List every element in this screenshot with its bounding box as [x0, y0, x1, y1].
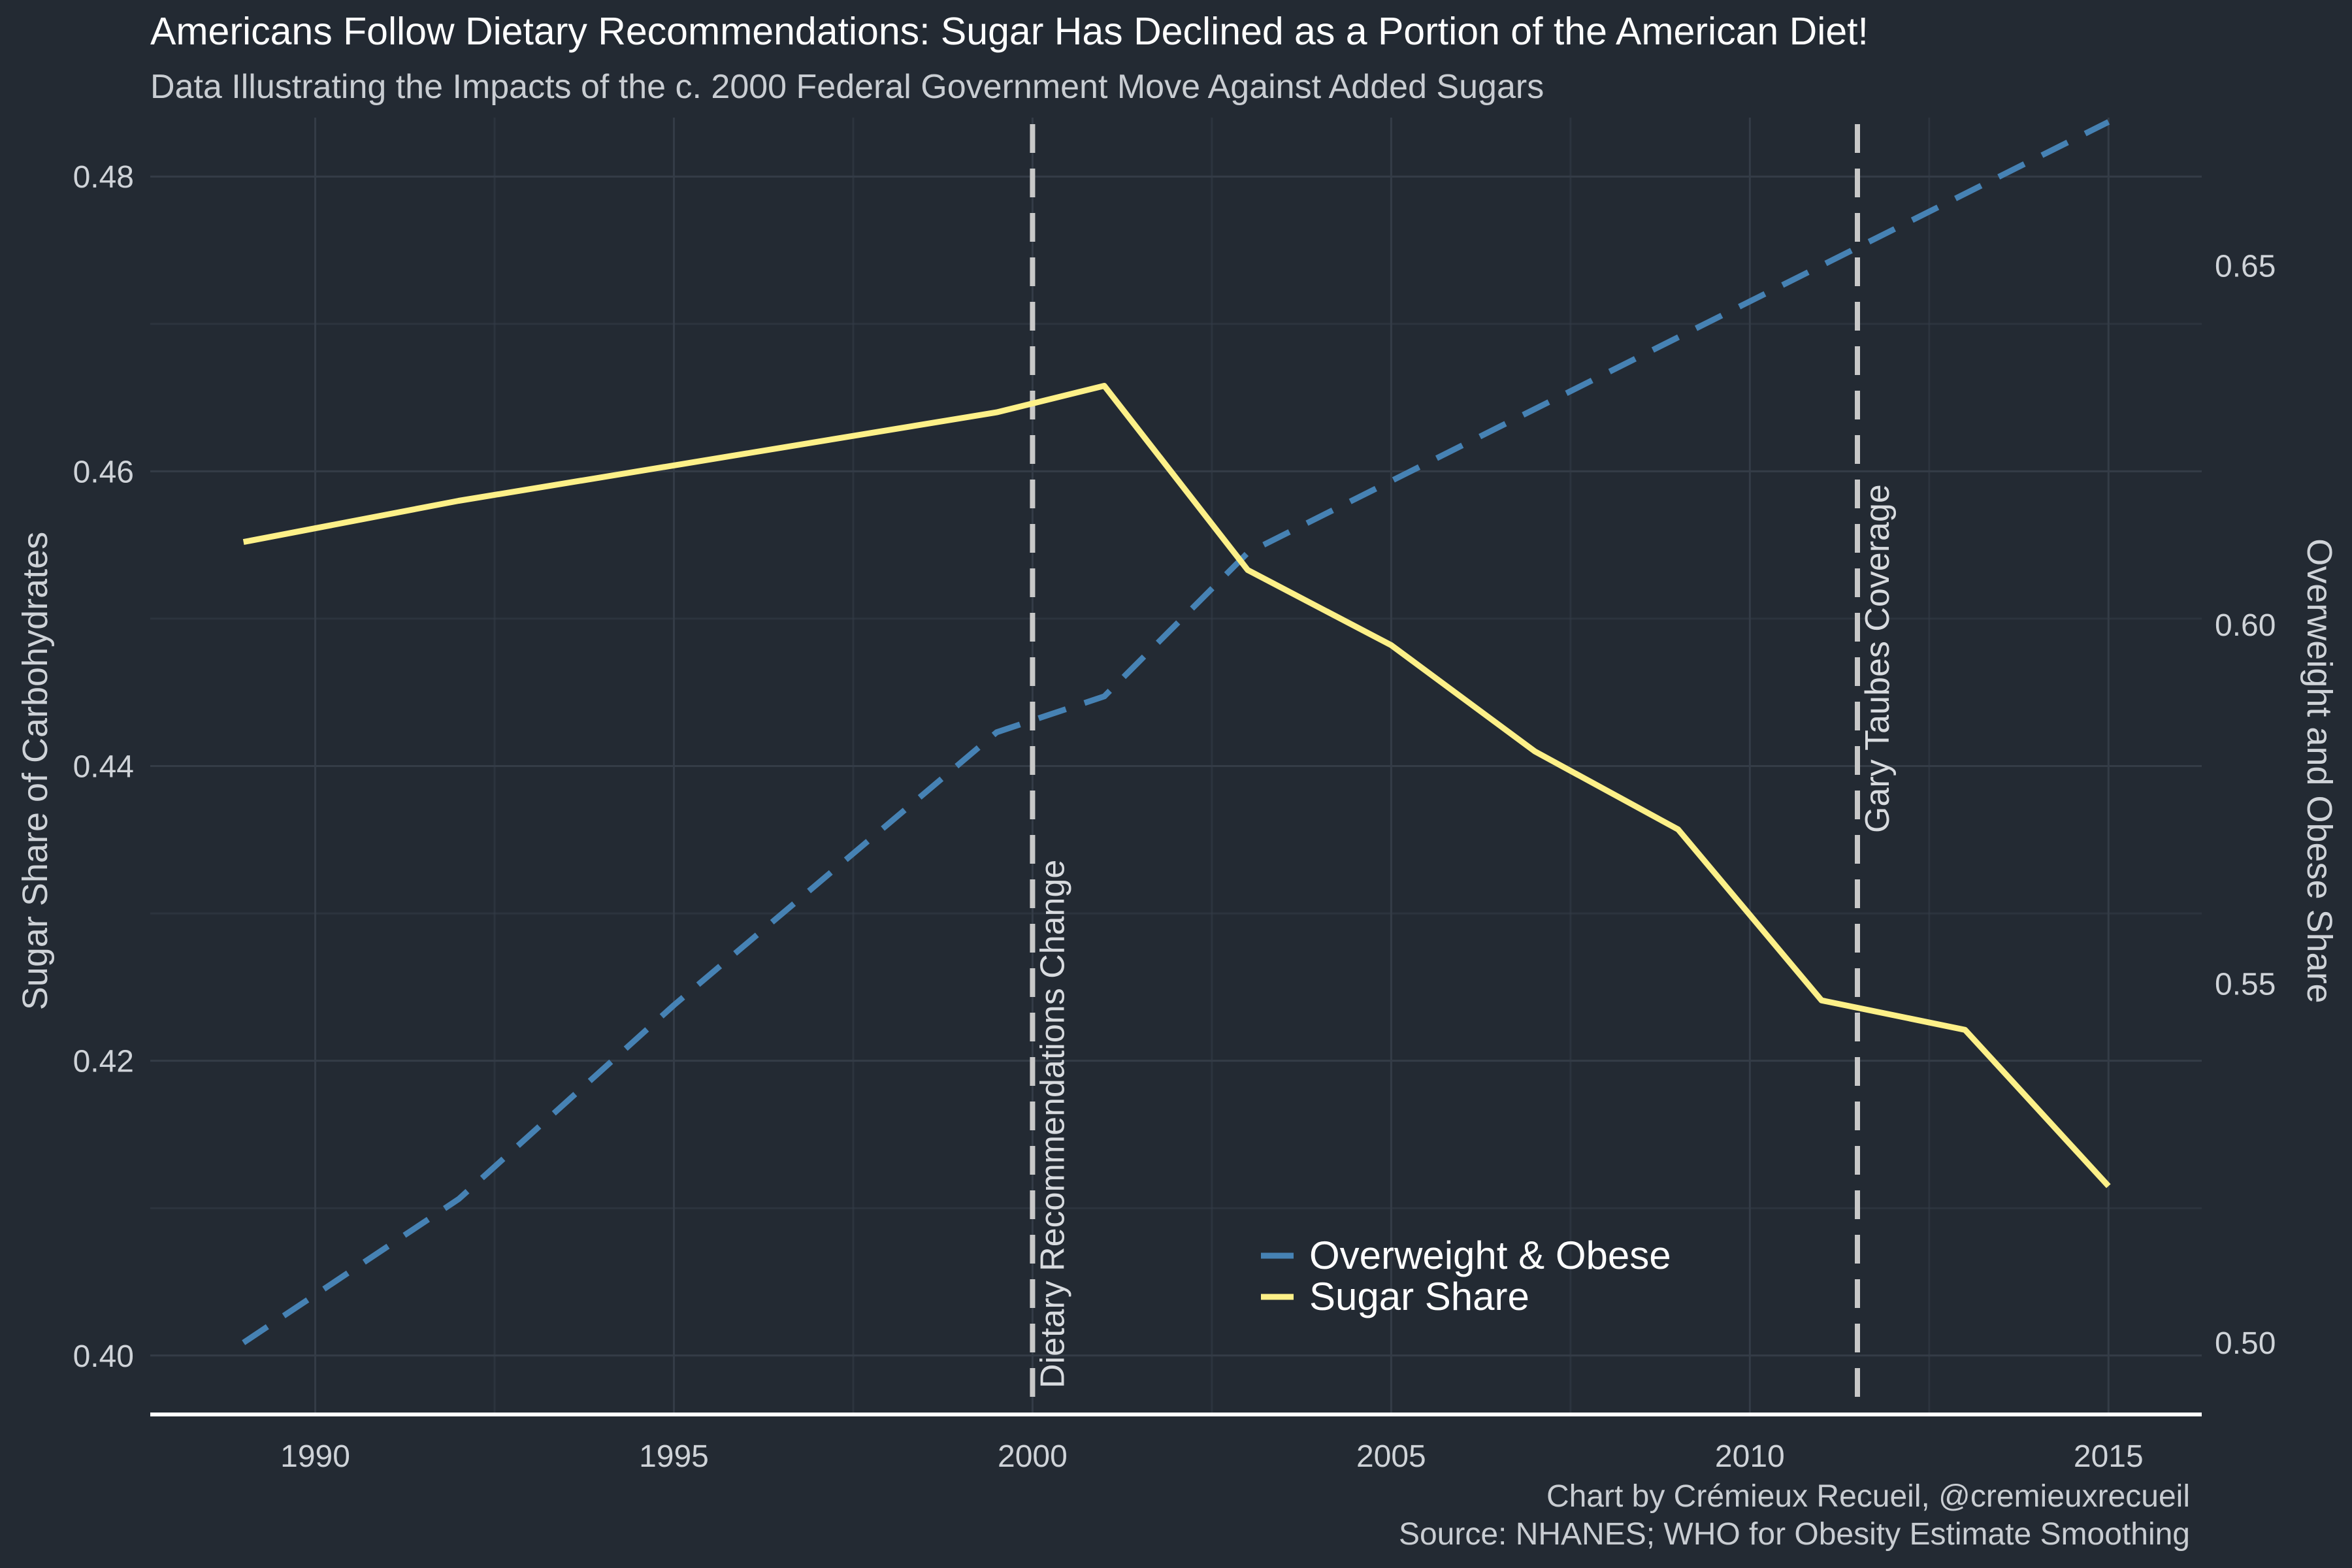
series-line-sugar-share [242, 383, 2111, 1188]
vline-label-dietary-change: Dietary Recommendations Change [1034, 860, 1071, 1388]
caption-source: Source: NHANES; WHO for Obesity Estimate… [1399, 1517, 2190, 1552]
x-tick-label: 2005 [1356, 1439, 1426, 1474]
y-tick-label-left: 0.46 [73, 455, 134, 489]
y-axis-title-left: Sugar Share of Carbohydrates [16, 532, 55, 1010]
y-tick-label-right: 0.50 [2215, 1326, 2276, 1361]
series-line-overweight-obese [242, 119, 2110, 1345]
x-tick-label: 2010 [1715, 1439, 1785, 1474]
reference-lines: Dietary Recommendations Change Gary Taube… [1030, 124, 1897, 1414]
y-tick-label-right: 0.55 [2215, 968, 2276, 1002]
x-tick-label: 2015 [2074, 1439, 2144, 1474]
y-tick-label-left: 0.48 [73, 160, 134, 195]
y-tick-label-left: 0.44 [73, 750, 134, 785]
chart-title: Americans Follow Dietary Recommendations… [150, 10, 1869, 53]
chart-subtitle: Data Illustrating the Impacts of the c. … [150, 68, 1544, 106]
y-tick-label-right: 0.60 [2215, 608, 2276, 643]
x-tick-label: 2000 [998, 1439, 1068, 1474]
legend: Overweight & Obese Sugar Share [1261, 1233, 1671, 1318]
y-tick-label-right: 0.65 [2215, 249, 2276, 284]
caption-author: Chart by Crémieux Recueil, @cremieuxrecu… [1546, 1479, 2190, 1514]
x-tick-label: 1990 [280, 1439, 350, 1474]
legend-label-overweight: Overweight & Obese [1309, 1233, 1671, 1277]
y-tick-label-left: 0.42 [73, 1045, 134, 1079]
series-lines [242, 119, 2111, 1345]
axes: 1990 1995 2000 2005 2010 2015 0.40 0.42 0.44 0.46… [73, 160, 2276, 1474]
legend-label-sugar: Sugar Share [1309, 1275, 1529, 1318]
y-tick-label-left: 0.40 [73, 1339, 134, 1374]
y-axis-title-right: Overweight and Obese Share [2300, 538, 2339, 1003]
vline-label-taubes-coverage: Gary Taubes Coverage [1859, 484, 1897, 833]
x-tick-label: 1995 [639, 1439, 709, 1474]
